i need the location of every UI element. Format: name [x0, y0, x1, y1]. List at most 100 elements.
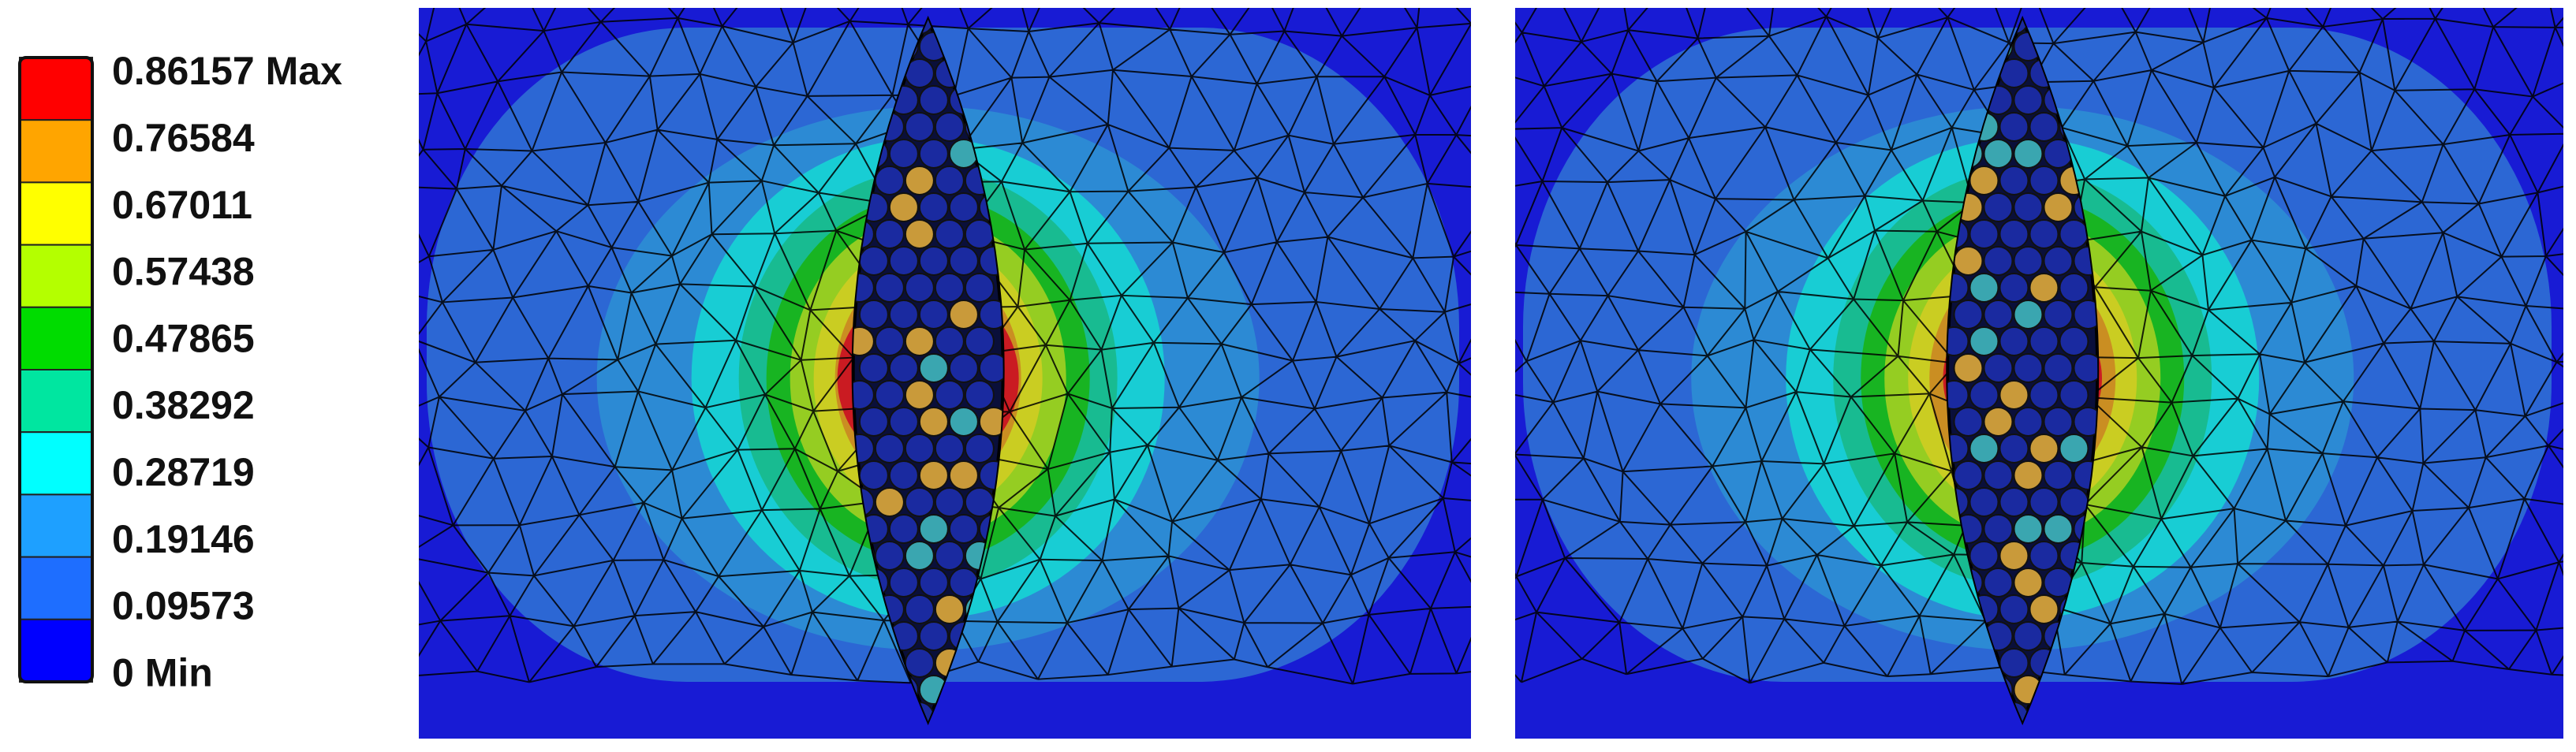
particle: [1969, 326, 1999, 356]
particle: [2059, 273, 2089, 303]
particle: [948, 192, 979, 222]
particle: [918, 353, 949, 383]
particle: [2013, 300, 2044, 329]
particle: [2029, 326, 2059, 356]
particle: [888, 407, 919, 437]
particle: [964, 326, 995, 356]
particle: [874, 380, 905, 410]
legend-label: 0.47865: [112, 316, 255, 360]
particle: [2059, 434, 2089, 463]
particle: [948, 353, 979, 383]
particle: [934, 326, 965, 356]
particle: [888, 568, 919, 598]
particle: [2043, 353, 2074, 383]
particle: [964, 380, 995, 410]
particle: [1983, 407, 2014, 437]
particle: [904, 166, 935, 195]
particle: [888, 353, 919, 383]
particle: [2029, 112, 2059, 142]
particle: [1953, 460, 1984, 490]
particle: [948, 300, 979, 329]
particle: [1999, 219, 2029, 249]
particle: [2013, 85, 2044, 115]
particle: [1983, 353, 2014, 383]
particle: [964, 273, 995, 303]
particle: [1999, 112, 2029, 142]
particle: [2043, 246, 2074, 276]
particle: [2029, 166, 2059, 195]
contour-panel: [1515, 8, 2563, 739]
legend-swatch: [19, 556, 93, 620]
legend-swatch: [19, 119, 93, 184]
legend-label: 0.57438: [112, 250, 255, 294]
particle: [1983, 300, 2014, 329]
particle: [918, 460, 949, 490]
particle: [1983, 139, 2014, 169]
particle: [2029, 541, 2059, 571]
particle: [978, 353, 1003, 383]
particle: [874, 434, 905, 463]
particle: [948, 246, 979, 276]
particle: [918, 192, 949, 222]
particle: [948, 407, 979, 437]
particle: [964, 434, 995, 463]
legend-swatch: [19, 369, 93, 434]
particle: [964, 219, 995, 249]
legend-frame: [18, 56, 94, 683]
particle: [918, 139, 949, 169]
particle: [858, 407, 889, 437]
particle: [1999, 648, 2029, 678]
particle: [1999, 273, 2029, 303]
particle: [1969, 166, 1999, 195]
particle: [1983, 514, 2014, 544]
particle: [858, 460, 889, 490]
particle: [934, 380, 965, 410]
particle: [904, 594, 935, 624]
particle: [1999, 380, 2029, 410]
particle: [934, 112, 965, 142]
particle: [2043, 460, 2074, 490]
particle: [934, 273, 965, 303]
particle: [934, 594, 965, 624]
legend-label: 0.86157 Max: [112, 49, 342, 93]
particle: [2013, 514, 2044, 544]
particle: [874, 219, 905, 249]
particle: [1999, 487, 2029, 517]
particle: [904, 487, 935, 517]
particle: [904, 112, 935, 142]
particle: [2013, 353, 2044, 383]
particle: [853, 434, 875, 463]
particle: [1969, 219, 1999, 249]
particle: [2059, 326, 2089, 356]
particle: [2013, 621, 2044, 651]
particle: [1953, 353, 1984, 383]
particle: [918, 621, 949, 651]
particle: [978, 407, 1003, 437]
particle: [934, 166, 965, 195]
particle: [1999, 594, 2029, 624]
particle: [2013, 139, 2044, 169]
particle: [2029, 219, 2059, 249]
legend: 0.86157 Max 0.76584 0.67011 0.57438 0.47865 0…: [18, 49, 342, 694]
particle: [1969, 273, 1999, 303]
particle: [904, 434, 935, 463]
particle: [904, 219, 935, 249]
particle: [918, 300, 949, 329]
particle: [2013, 192, 2044, 222]
particle: [853, 380, 875, 410]
particle: [2073, 407, 2098, 437]
particle: [2059, 380, 2089, 410]
particle: [1999, 326, 2029, 356]
particle: [1983, 460, 2014, 490]
particle: [2029, 594, 2059, 624]
legend-swatch: [19, 244, 93, 308]
legend-swatch: [19, 181, 93, 246]
particle: [1983, 192, 2014, 222]
legend-swatch: [19, 306, 93, 370]
contour-panel: [419, 8, 1471, 739]
particle: [904, 273, 935, 303]
particle: [2029, 434, 2059, 463]
particle: [888, 246, 919, 276]
particle: [874, 166, 905, 195]
